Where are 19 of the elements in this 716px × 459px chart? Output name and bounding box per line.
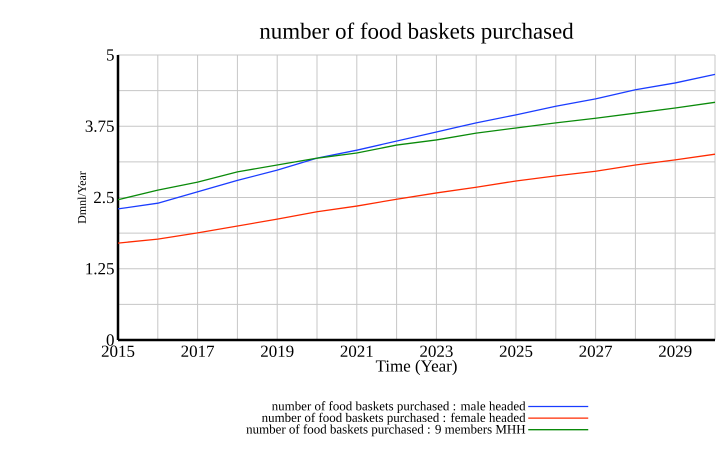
x-tick-label: 2021	[340, 346, 373, 357]
x-tick-label: 2027	[579, 346, 612, 357]
x-tick-label: 2025	[500, 346, 532, 357]
legend-label: number of food baskets purchased : 9 members MHH	[246, 424, 526, 436]
x-tick-label: 2015	[102, 346, 134, 357]
y-tick-label: 0	[106, 334, 114, 346]
x-tick-label: 2017	[181, 346, 214, 357]
legend-label: number of food baskets purchased : male headed	[272, 401, 526, 414]
x-tick-label: 2019	[261, 346, 294, 357]
y-axis-title: Dmnl/Year	[78, 171, 86, 224]
y-tick-label: 1.25	[86, 263, 114, 274]
y-tick-label: 3.75	[86, 120, 114, 132]
x-tick-label: 2023	[420, 346, 453, 357]
x-tick-label: 2029	[659, 346, 692, 357]
x-axis-title: Time (Year)	[376, 360, 457, 376]
y-tick-label: 2.5	[94, 192, 114, 204]
y-tick-label: 5	[106, 49, 114, 61]
legend-label: number of food baskets purchased : female headed	[262, 412, 526, 425]
chart-title: number of food baskets purchased	[260, 22, 574, 44]
